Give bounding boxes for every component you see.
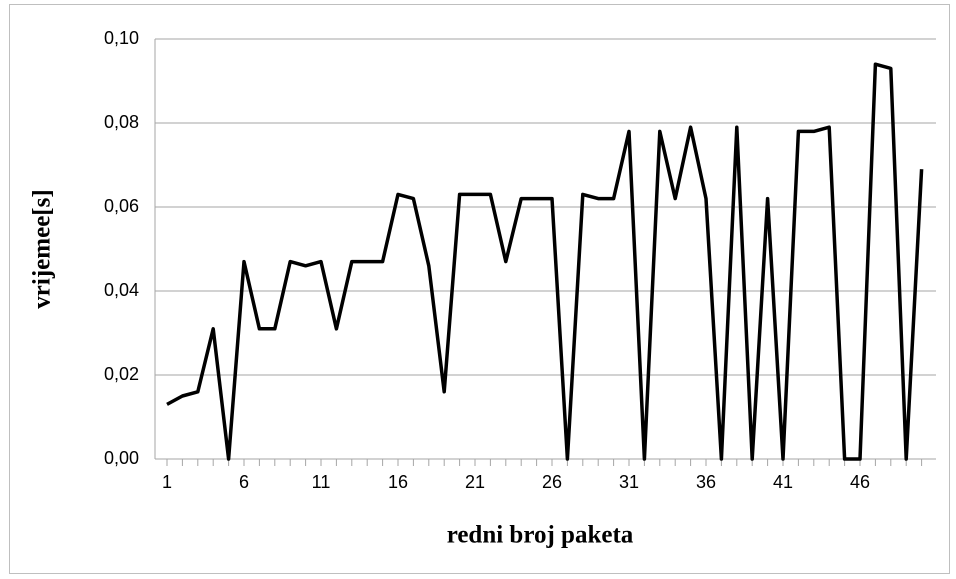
x-tick-label: 26 <box>542 472 562 492</box>
x-tick-label: 31 <box>619 472 639 492</box>
y-tick-label: 0,04 <box>104 280 139 300</box>
x-tick-label: 11 <box>312 472 331 492</box>
y-tick-label: 0,00 <box>104 448 139 468</box>
y-tick-label: 0,08 <box>104 112 139 132</box>
y-tick-label: 0,10 <box>104 28 139 48</box>
chart-border <box>9 4 950 574</box>
x-tick-label: 41 <box>773 472 793 492</box>
y-tick-label: 0,06 <box>104 196 139 216</box>
y-tick-label: 0,02 <box>104 364 139 384</box>
x-tick-label: 1 <box>162 472 172 492</box>
x-tick-label: 6 <box>239 472 249 492</box>
x-tick-label: 46 <box>850 472 870 492</box>
x-axis-title: redni broj paketa <box>447 522 634 549</box>
x-tick-label: 36 <box>696 472 716 492</box>
x-tick-label: 16 <box>388 472 408 492</box>
x-tick-label: 21 <box>465 472 485 492</box>
series-line <box>166 62 924 461</box>
y-axis-title: vrijemee[s] <box>29 189 56 308</box>
